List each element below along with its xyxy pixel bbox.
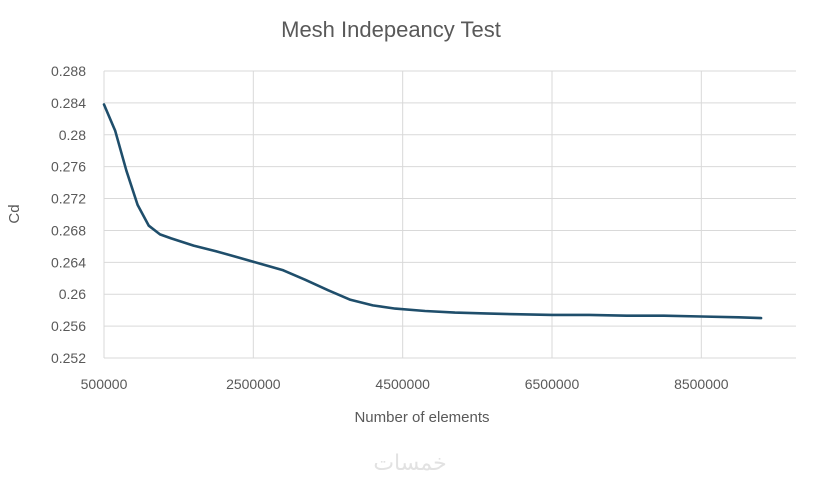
- y-tick-label: 0.288: [51, 63, 86, 79]
- data-point: [513, 313, 516, 316]
- y-tick-label: 0.26: [59, 286, 86, 302]
- x-tick-label: 8500000: [674, 376, 729, 392]
- data-point: [114, 129, 117, 132]
- data-point: [259, 262, 262, 265]
- data-point: [136, 203, 139, 206]
- y-tick-label: 0.268: [51, 222, 86, 238]
- y-tick-label: 0.276: [51, 159, 86, 175]
- x-axis-ticks: 500000 2500000 4500000 6500000 8500000: [81, 376, 729, 392]
- x-tick-label: 6500000: [525, 376, 580, 392]
- y-tick-label: 0.264: [51, 254, 86, 270]
- data-point: [215, 250, 217, 253]
- data-point: [625, 314, 628, 317]
- data-point: [551, 313, 553, 316]
- data-point: [424, 309, 427, 312]
- data-point: [371, 304, 374, 307]
- data-point: [394, 307, 397, 310]
- data-point: [760, 317, 763, 320]
- data-point: [453, 311, 456, 314]
- chart-title: Mesh Indepeancy Test: [281, 17, 501, 42]
- data-point: [663, 314, 665, 317]
- y-tick-label: 0.28: [59, 127, 86, 143]
- data-point: [192, 244, 195, 247]
- x-tick-label: 4500000: [375, 376, 430, 392]
- data-point: [349, 298, 352, 301]
- y-axis-ticks: 0.252 0.256 0.26 0.264 0.268 0.272 0.276 0.28 0.…: [51, 63, 86, 366]
- y-tick-label: 0.252: [51, 350, 86, 366]
- x-tick-label: 500000: [81, 376, 128, 392]
- data-point: [282, 269, 285, 272]
- series-layer: [102, 103, 763, 320]
- data-point: [327, 289, 329, 292]
- y-tick-label: 0.272: [51, 191, 86, 207]
- data-point: [304, 278, 307, 281]
- gridlines: [103, 70, 796, 359]
- y-tick-label: 0.284: [51, 95, 86, 111]
- data-point: [483, 312, 486, 315]
- y-axis-label: Cd: [6, 204, 23, 223]
- watermark-logo: خمسات: [373, 450, 446, 475]
- x-tick-label: 2500000: [226, 376, 281, 392]
- data-point: [147, 224, 150, 227]
- data-point: [103, 103, 105, 106]
- data-point: [170, 237, 173, 240]
- data-point: [159, 233, 161, 236]
- y-tick-label: 0.256: [51, 318, 86, 334]
- data-point: [700, 315, 703, 318]
- data-point: [737, 316, 740, 319]
- series-line-0: [102, 103, 763, 320]
- data-point: [588, 313, 591, 316]
- data-point: [237, 256, 240, 259]
- x-axis-label: Number of elements: [354, 409, 489, 426]
- data-point: [125, 169, 128, 172]
